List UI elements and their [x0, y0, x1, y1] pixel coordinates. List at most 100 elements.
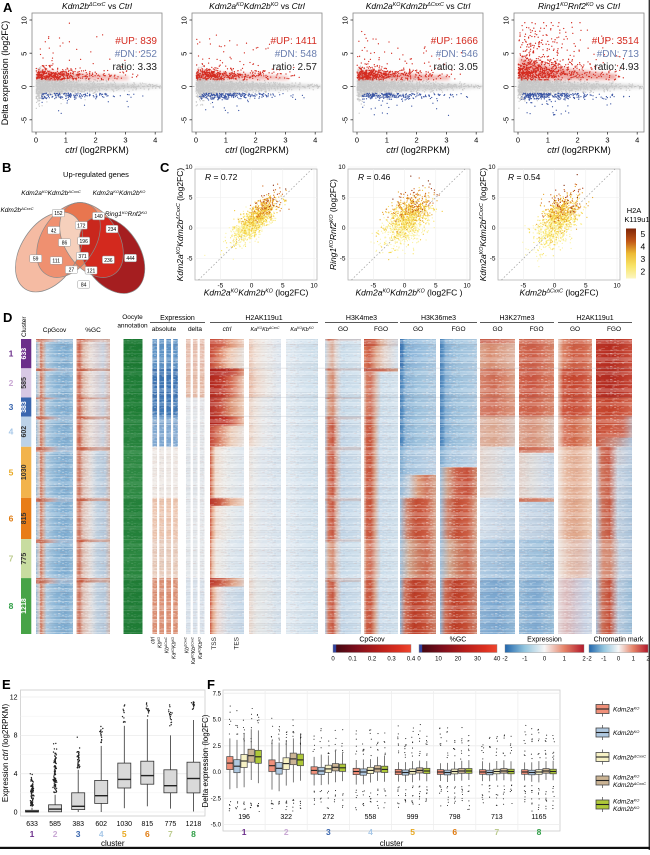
svg-text:Kdm2bKO: Kdm2bKO: [613, 805, 639, 813]
svg-text:Oocyte: Oocyte: [122, 314, 143, 321]
svg-text:1: 1: [242, 827, 247, 837]
svg-text:5: 5: [20, 52, 29, 56]
svg-text:FGO: FGO: [374, 326, 388, 333]
svg-text:10: 10: [463, 283, 471, 290]
svg-text:10: 10: [310, 283, 318, 290]
svg-text:7.5: 7.5: [213, 691, 222, 697]
svg-text:4: 4: [474, 136, 478, 145]
svg-text:5: 5: [584, 283, 588, 290]
svg-text:713: 713: [491, 814, 503, 821]
svg-text:FGO: FGO: [451, 326, 465, 333]
svg-text:-5: -5: [20, 117, 29, 124]
svg-text:7: 7: [168, 829, 173, 839]
svg-text:3: 3: [605, 136, 609, 145]
svg-text:1030: 1030: [116, 821, 132, 828]
svg-text:KbΔCxxC: KbΔCxxC: [164, 636, 171, 653]
svg-text:775: 775: [165, 821, 177, 828]
svg-text:KaKOKbΔCxxC: KaKOKbΔCxxC: [190, 636, 197, 664]
svg-text:Expression: Expression: [160, 315, 195, 322]
svg-text:1218: 1218: [21, 598, 28, 614]
svg-text:815: 815: [142, 821, 154, 828]
svg-text:602: 602: [21, 426, 28, 438]
svg-text:R = 0.72: R = 0.72: [205, 172, 238, 182]
svg-text:GO: GO: [570, 326, 580, 333]
svg-text:4: 4: [99, 829, 104, 839]
svg-text:5: 5: [180, 52, 189, 56]
svg-text:5: 5: [502, 52, 511, 56]
svg-text:0: 0: [342, 225, 346, 232]
svg-text:Chromatin mark: Chromatin mark: [594, 637, 644, 644]
svg-text:4: 4: [153, 136, 157, 145]
svg-text:#DN: 713: #DN: 713: [597, 49, 640, 60]
svg-text:6: 6: [9, 513, 14, 523]
svg-text:Kdm2aKOKdm2bΔCxxC (log2FC): Kdm2aKOKdm2bΔCxxC (log2FC): [175, 168, 185, 282]
svg-text:5: 5: [410, 827, 415, 837]
svg-text:8: 8: [9, 601, 14, 611]
svg-text:0: 0: [516, 136, 520, 145]
svg-text:5: 5: [341, 52, 350, 56]
svg-text:CpGcov: CpGcov: [43, 327, 67, 334]
svg-text:3: 3: [283, 136, 287, 145]
svg-text:KaKOKbΔCxxC: KaKOKbΔCxxC: [251, 326, 280, 333]
svg-text:1030: 1030: [21, 464, 28, 480]
svg-text:Kdm2bΔCxxC: Kdm2bΔCxxC: [613, 781, 646, 789]
svg-text:0: 0: [417, 657, 421, 663]
svg-text:1218: 1218: [186, 821, 202, 828]
svg-text:cluster: cluster: [101, 839, 125, 848]
svg-text:Kdm2aKOKdm2bΔCxxC (log2FC): Kdm2aKOKdm2bΔCxxC (log2FC): [478, 168, 488, 282]
svg-text:2: 2: [94, 136, 98, 145]
svg-text:A: A: [3, 0, 13, 15]
svg-text:Kdm2aKOKdm2bKO (log2FC): Kdm2aKOKdm2bKO (log2FC): [204, 288, 309, 298]
svg-text:0.1: 0.1: [348, 657, 357, 663]
svg-text:H3K27me3: H3K27me3: [499, 315, 534, 322]
svg-text:5: 5: [189, 195, 193, 202]
svg-text:-5: -5: [187, 256, 193, 263]
svg-text:#DN: 546: #DN: 546: [436, 49, 479, 60]
svg-text:1: 1: [632, 657, 636, 663]
svg-text:30: 30: [474, 657, 481, 663]
svg-text:Delta expression (log2FC): Delta expression (log2FC): [201, 714, 210, 807]
svg-text:7: 7: [494, 827, 499, 837]
svg-text:172: 172: [77, 223, 86, 229]
svg-text:86: 86: [62, 241, 68, 247]
svg-text:10: 10: [502, 16, 511, 24]
svg-text:Cluster: Cluster: [21, 316, 28, 337]
svg-text:815: 815: [21, 513, 28, 525]
svg-text:2: 2: [53, 829, 58, 839]
svg-text:ratio: 2.57: ratio: 2.57: [273, 62, 318, 73]
svg-text:4: 4: [9, 427, 14, 437]
svg-text:1165: 1165: [531, 814, 546, 821]
svg-text:0: 0: [189, 225, 193, 232]
svg-text:%GC: %GC: [450, 637, 467, 644]
svg-text:3: 3: [9, 402, 14, 412]
svg-text:234: 234: [108, 227, 117, 233]
svg-text:0: 0: [331, 657, 335, 663]
svg-text:8: 8: [537, 827, 542, 837]
svg-text:-5: -5: [371, 283, 377, 290]
svg-text:FGO: FGO: [607, 326, 621, 333]
svg-text:H2AK119u1: H2AK119u1: [245, 315, 282, 322]
svg-text:-5.0: -5.0: [211, 823, 222, 829]
svg-text:ctrl (log2RPKM): ctrl (log2RPKM): [65, 145, 129, 155]
svg-text:-1: -1: [522, 657, 528, 663]
svg-text:5: 5: [492, 195, 496, 202]
svg-text:3: 3: [123, 136, 127, 145]
svg-text:10: 10: [488, 164, 496, 171]
svg-text:TSS: TSS: [211, 636, 218, 649]
svg-text:0.4: 0.4: [407, 657, 416, 663]
svg-text:27: 27: [69, 268, 75, 274]
svg-text:1: 1: [385, 136, 389, 145]
svg-text:0.0: 0.0: [213, 770, 222, 776]
svg-text:E: E: [2, 677, 11, 692]
svg-text:2: 2: [646, 657, 650, 663]
svg-text:#UP: 1666: #UP: 1666: [431, 36, 479, 47]
svg-text:Ring1KORnf2KO vs Ctrl: Ring1KORnf2KO vs Ctrl: [538, 1, 621, 11]
svg-text:delta: delta: [188, 326, 202, 333]
svg-text:Ring1KORnf2KO: Ring1KORnf2KO: [105, 210, 147, 218]
svg-text:8: 8: [191, 829, 196, 839]
svg-text:%GC: %GC: [85, 327, 101, 334]
svg-text:Ring1KORnf2KO (log2FC): Ring1KORnf2KO (log2FC): [328, 179, 338, 270]
svg-text:444: 444: [126, 256, 135, 262]
svg-text:3: 3: [444, 136, 448, 145]
svg-text:3: 3: [76, 829, 81, 839]
